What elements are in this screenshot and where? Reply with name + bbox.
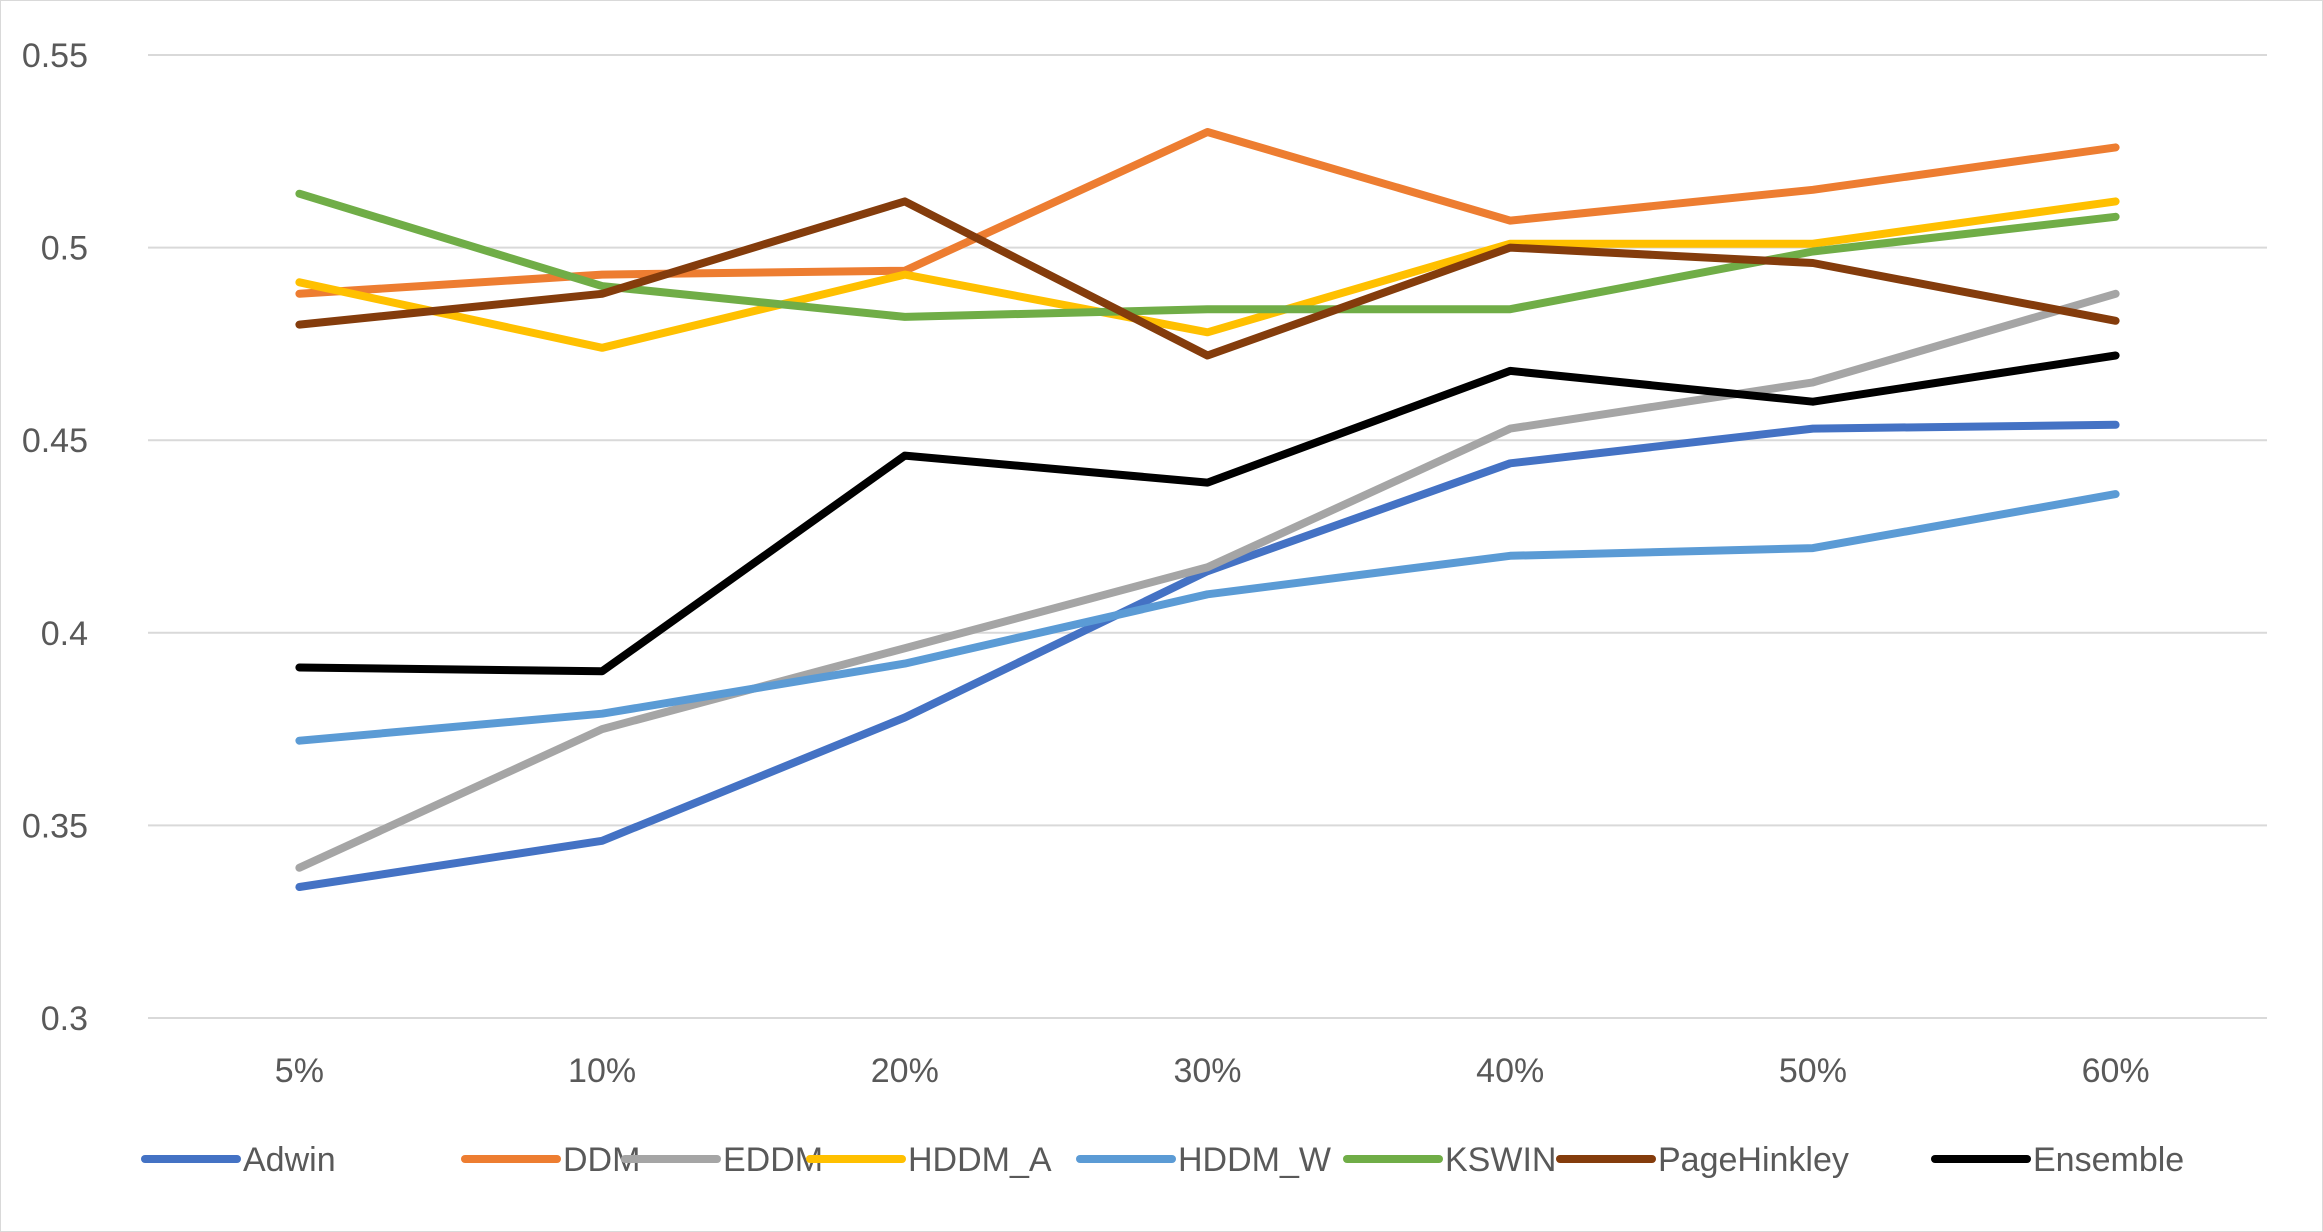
series-line-hddm-w xyxy=(295,490,2120,745)
legend-item-hddm-a: HDDM_A xyxy=(806,1141,1052,1179)
y-tick-label: 0.35 xyxy=(22,807,88,845)
series-line-pagehinkley xyxy=(295,197,2120,360)
y-tick-label: 0.3 xyxy=(41,1000,88,1038)
legend-label: Ensemble xyxy=(2033,1141,2184,1179)
series-line-hddm-a xyxy=(295,197,2120,352)
x-tick-label: 10% xyxy=(568,1052,636,1090)
series-line-adwin xyxy=(295,420,2120,891)
legend-label: HDDM_W xyxy=(1178,1141,1331,1179)
legend-label: Adwin xyxy=(243,1141,336,1179)
x-tick-label: 60% xyxy=(2082,1052,2150,1090)
legend-item-hddm-w: HDDM_W xyxy=(1076,1141,1331,1179)
legend-item-pagehinkley: PageHinkley xyxy=(1556,1141,1849,1179)
x-tick-label: 30% xyxy=(1173,1052,1241,1090)
legend-item-kswin: KSWIN xyxy=(1343,1141,1556,1179)
series-line-kswin xyxy=(295,189,2120,321)
gridlines xyxy=(148,54,2267,1019)
series-lines xyxy=(295,128,2120,891)
series-line-eddm xyxy=(295,289,2120,872)
y-axis-tick-labels: 0.3 0.35 0.4 0.45 0.5 0.55 xyxy=(22,37,88,1038)
y-tick-label: 0.55 xyxy=(22,37,88,75)
x-tick-label: 40% xyxy=(1476,1052,1544,1090)
series-line-ensemble xyxy=(295,351,2120,676)
x-tick-label: 5% xyxy=(275,1052,324,1090)
x-axis-tick-labels: 5% 10% 20% 30% 40% 50% 60% xyxy=(275,1052,2150,1090)
y-tick-label: 0.5 xyxy=(41,230,88,268)
y-tick-label: 0.45 xyxy=(22,422,88,460)
legend-label: PageHinkley xyxy=(1658,1141,1849,1179)
legend-item-ensemble: Ensemble xyxy=(1931,1141,2184,1179)
legend: Adwin DDM EDDM HDDM_A HDDM_W KSWIN PageHinkley… xyxy=(141,1141,2184,1179)
y-tick-label: 0.4 xyxy=(41,615,88,653)
legend-label: HDDM_A xyxy=(908,1141,1052,1179)
series-line-ddm xyxy=(295,128,2120,298)
x-tick-label: 50% xyxy=(1779,1052,1847,1090)
legend-item-adwin: Adwin xyxy=(141,1141,336,1179)
x-tick-label: 20% xyxy=(871,1052,939,1090)
legend-label: KSWIN xyxy=(1445,1141,1556,1179)
legend-item-ddm: DDM xyxy=(461,1141,640,1179)
legend-item-eddm: EDDM xyxy=(621,1141,823,1179)
